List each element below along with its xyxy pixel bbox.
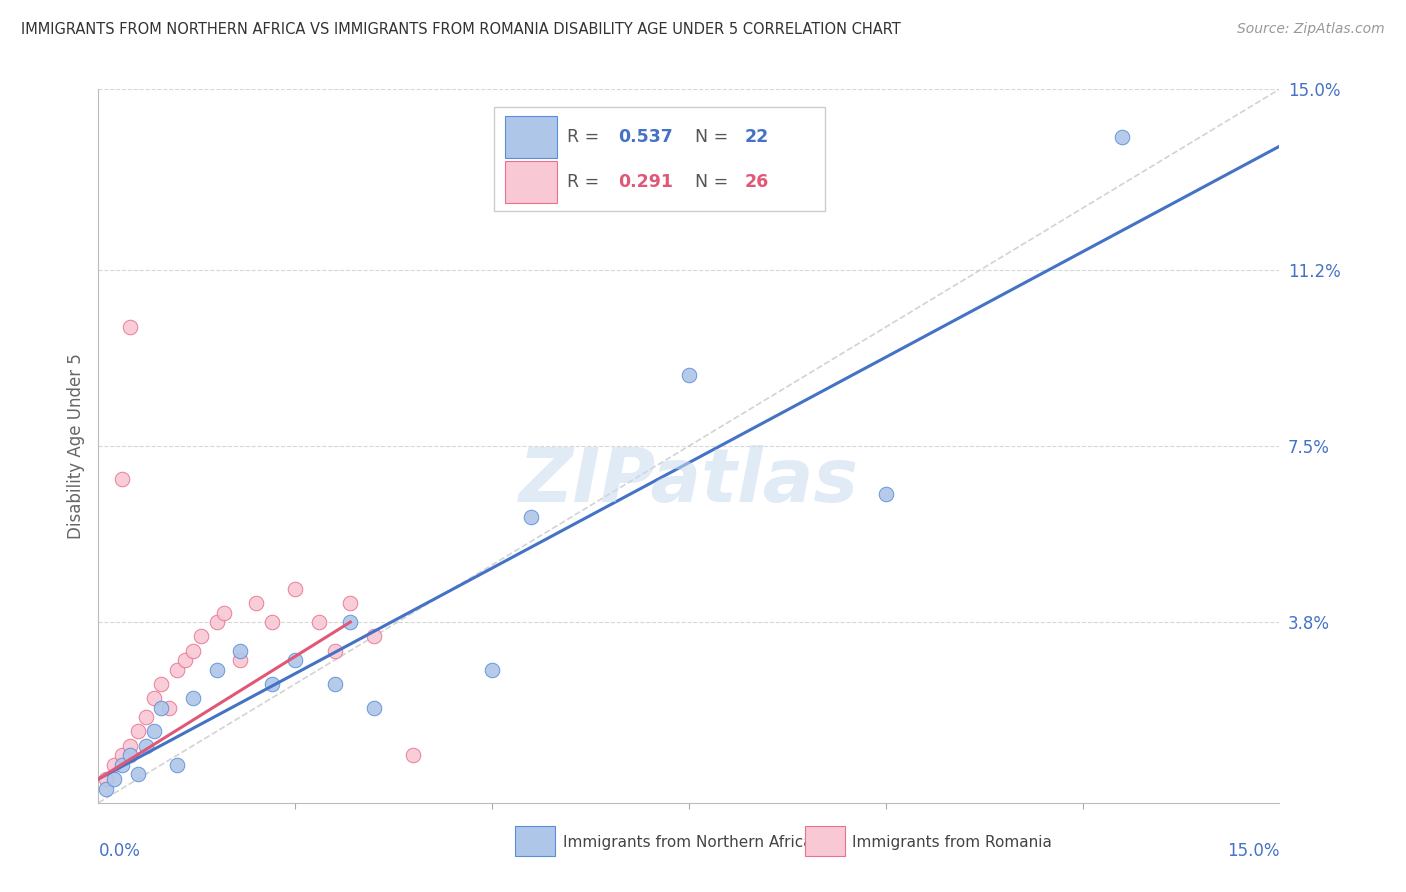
Point xyxy=(875,486,897,500)
Point xyxy=(96,772,118,786)
Point xyxy=(142,691,165,706)
FancyBboxPatch shape xyxy=(494,107,825,211)
Point xyxy=(1111,129,1133,144)
Text: ZIPatlas: ZIPatlas xyxy=(519,445,859,518)
Text: 0.0%: 0.0% xyxy=(98,842,141,860)
Point xyxy=(260,677,283,691)
Point xyxy=(323,677,346,691)
Point xyxy=(678,368,700,382)
Text: 15.0%: 15.0% xyxy=(1227,842,1279,860)
Text: 26: 26 xyxy=(744,173,769,191)
FancyBboxPatch shape xyxy=(804,826,845,855)
Point xyxy=(118,320,141,334)
Point xyxy=(150,677,173,691)
Text: IMMIGRANTS FROM NORTHERN AFRICA VS IMMIGRANTS FROM ROMANIA DISABILITY AGE UNDER : IMMIGRANTS FROM NORTHERN AFRICA VS IMMIG… xyxy=(21,22,901,37)
Point xyxy=(111,757,134,772)
Point xyxy=(308,615,330,629)
Point xyxy=(339,596,361,610)
Point xyxy=(127,724,149,739)
FancyBboxPatch shape xyxy=(505,161,557,202)
Text: Source: ZipAtlas.com: Source: ZipAtlas.com xyxy=(1237,22,1385,37)
Point xyxy=(181,691,204,706)
Point xyxy=(96,781,118,796)
Point xyxy=(339,615,361,629)
Point xyxy=(229,643,252,657)
Point xyxy=(402,748,425,763)
Point xyxy=(150,700,173,714)
Point xyxy=(142,724,165,739)
Text: Immigrants from Romania: Immigrants from Romania xyxy=(852,835,1052,849)
Point xyxy=(111,748,134,763)
Text: N =: N = xyxy=(695,128,734,146)
Text: Immigrants from Northern Africa: Immigrants from Northern Africa xyxy=(562,835,813,849)
Point xyxy=(157,700,180,714)
Point xyxy=(103,772,125,786)
Point xyxy=(135,710,157,724)
Point xyxy=(205,663,228,677)
Point xyxy=(174,653,197,667)
Point xyxy=(181,643,204,657)
Point xyxy=(103,757,125,772)
Point xyxy=(166,663,188,677)
Point xyxy=(363,700,385,714)
FancyBboxPatch shape xyxy=(516,826,555,855)
Point xyxy=(214,606,236,620)
Point xyxy=(118,748,141,763)
Point xyxy=(111,472,134,486)
Point xyxy=(481,663,503,677)
Point xyxy=(229,653,252,667)
Point xyxy=(166,757,188,772)
Point xyxy=(260,615,283,629)
Point xyxy=(118,739,141,753)
Text: N =: N = xyxy=(695,173,734,191)
Point xyxy=(205,615,228,629)
Point xyxy=(323,643,346,657)
Point xyxy=(284,582,307,596)
Point xyxy=(190,629,212,643)
Point xyxy=(363,629,385,643)
Point xyxy=(135,739,157,753)
Point xyxy=(284,653,307,667)
Text: R =: R = xyxy=(567,173,605,191)
Point xyxy=(127,767,149,781)
Y-axis label: Disability Age Under 5: Disability Age Under 5 xyxy=(66,353,84,539)
Point xyxy=(245,596,267,610)
Text: 0.291: 0.291 xyxy=(619,173,673,191)
Text: 22: 22 xyxy=(744,128,769,146)
Text: 0.537: 0.537 xyxy=(619,128,673,146)
Point xyxy=(520,510,543,524)
FancyBboxPatch shape xyxy=(505,116,557,158)
Text: R =: R = xyxy=(567,128,605,146)
